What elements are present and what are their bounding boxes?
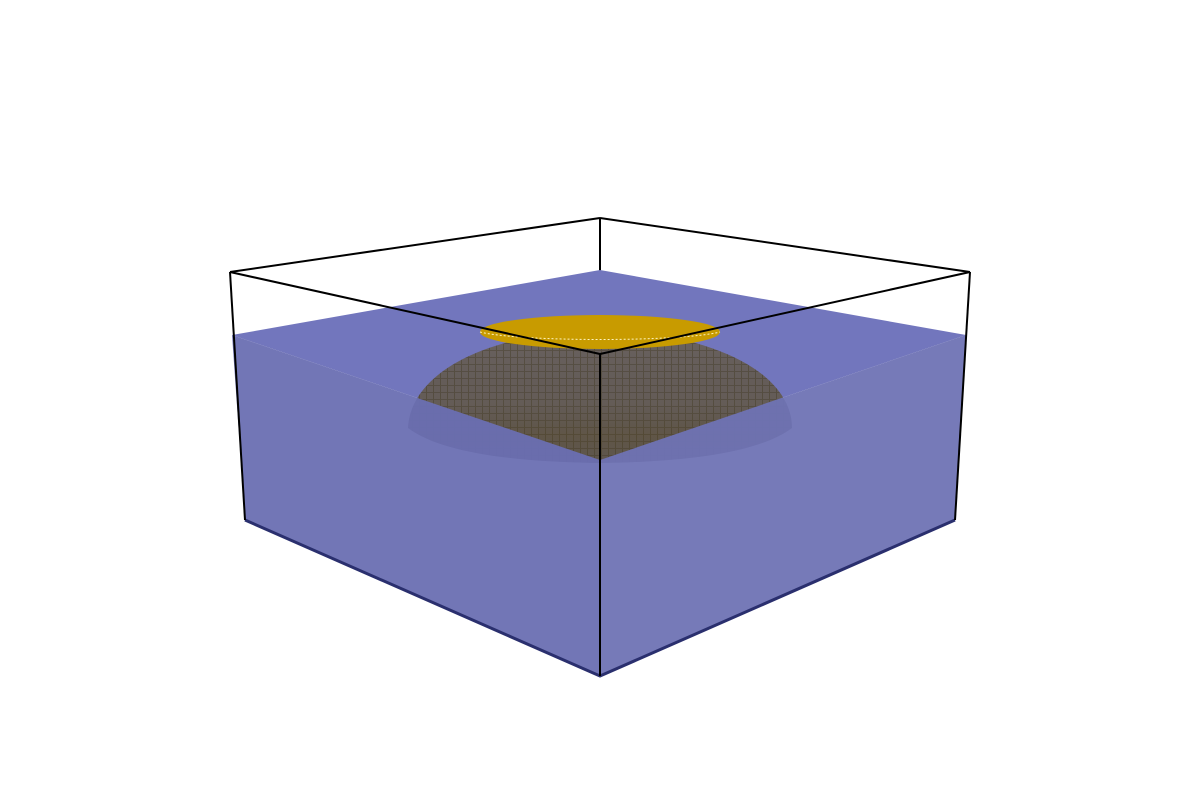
wireframe-box	[229, 271, 971, 676]
box-back-edges	[229, 217, 971, 273]
dome-cap-rim	[479, 331, 721, 340]
dome-cap	[480, 315, 720, 349]
fluid-right-face	[600, 335, 966, 676]
fluid-left-face	[232, 335, 600, 676]
